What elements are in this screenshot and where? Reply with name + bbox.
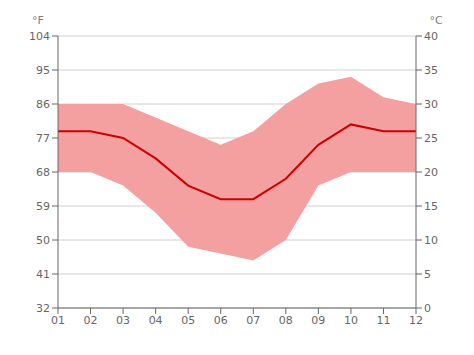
svg-text:01: 01 [51,314,65,327]
svg-text:12: 12 [409,314,423,327]
svg-text:10: 10 [424,234,438,247]
svg-text:40: 40 [424,30,438,43]
svg-text:05: 05 [181,314,195,327]
svg-text:20: 20 [424,166,438,179]
svg-text:104: 104 [29,30,50,43]
svg-text:30: 30 [424,98,438,111]
svg-text:77: 77 [36,132,50,145]
svg-text:02: 02 [84,314,98,327]
svg-text:32: 32 [36,302,50,315]
svg-text:25: 25 [424,132,438,145]
svg-text:0: 0 [424,302,431,315]
svg-text:11: 11 [376,314,390,327]
svg-text:50: 50 [36,234,50,247]
svg-text:°C: °C [429,14,443,27]
svg-text:06: 06 [214,314,228,327]
svg-text:86: 86 [36,98,50,111]
svg-text:15: 15 [424,200,438,213]
svg-text:5: 5 [424,268,431,281]
svg-text:10: 10 [344,314,358,327]
svg-text:04: 04 [149,314,163,327]
svg-text:59: 59 [36,200,50,213]
svg-text:68: 68 [36,166,50,179]
svg-text:°F: °F [32,14,44,27]
svg-text:41: 41 [36,268,50,281]
svg-text:07: 07 [246,314,260,327]
svg-text:03: 03 [116,314,130,327]
svg-text:09: 09 [311,314,325,327]
svg-text:95: 95 [36,64,50,77]
svg-text:35: 35 [424,64,438,77]
svg-text:08: 08 [279,314,293,327]
